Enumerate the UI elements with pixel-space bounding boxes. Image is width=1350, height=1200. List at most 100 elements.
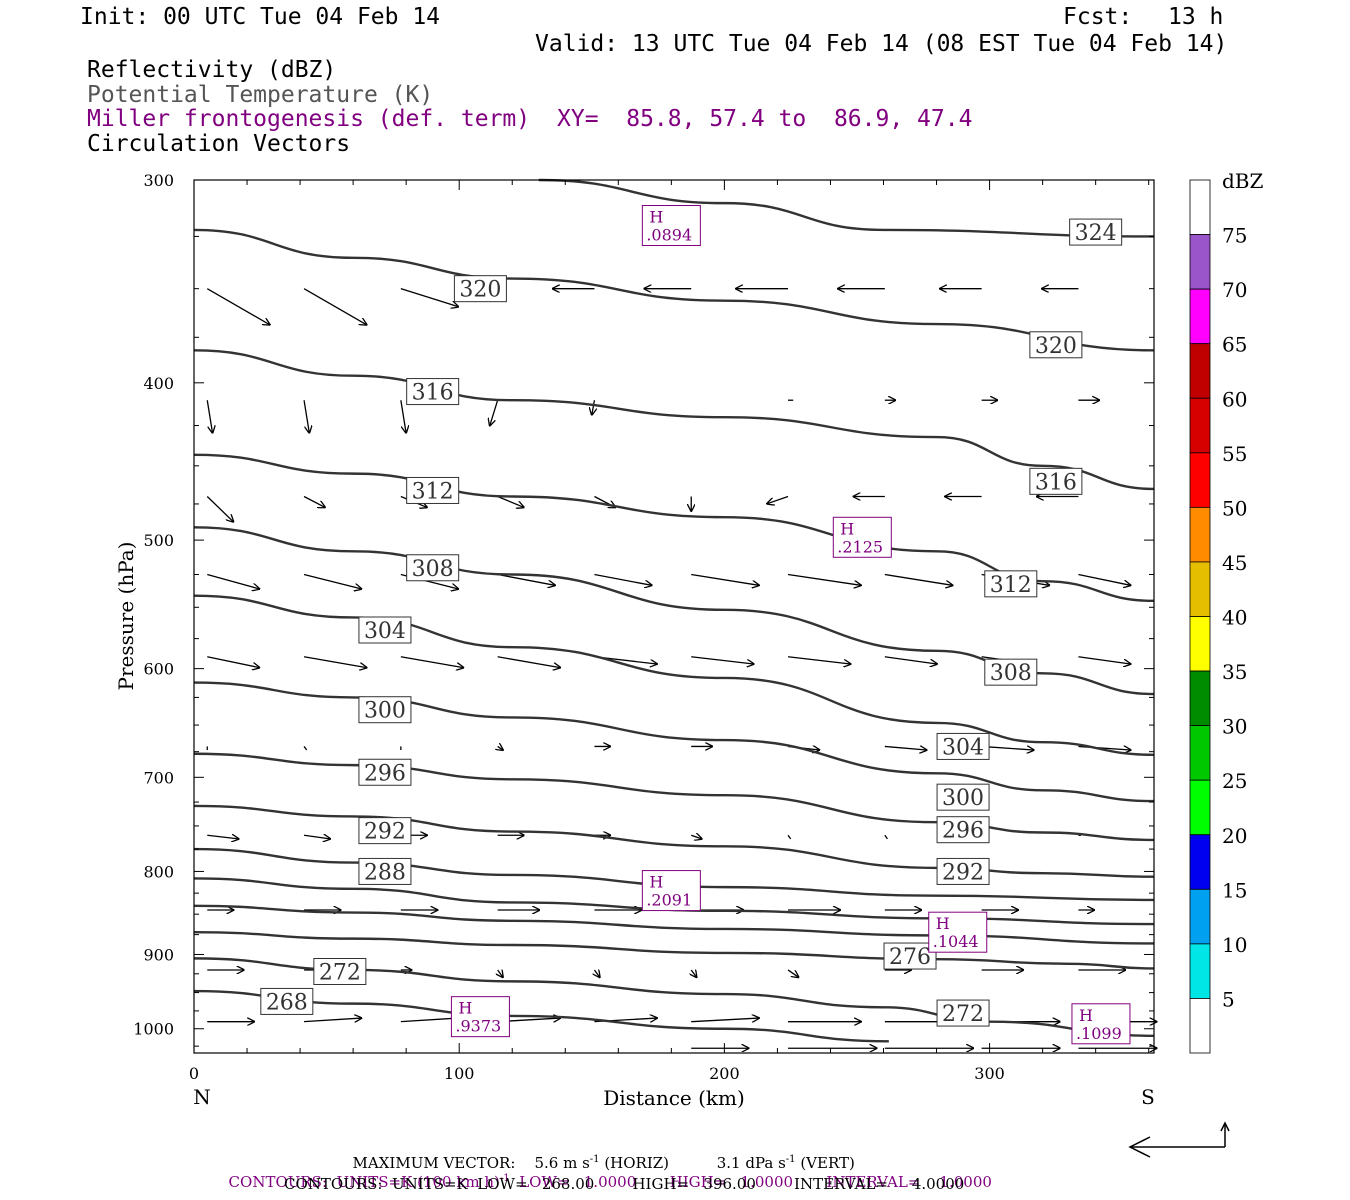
circulation-vector (303, 746, 308, 751)
circulation-vector (207, 573, 259, 589)
theta-contour-label: 304 (942, 735, 984, 760)
theta-contour-label: 316 (412, 381, 454, 406)
x-tick-label: 300 (974, 1064, 1005, 1083)
colorbar-label: 5 (1222, 987, 1235, 1011)
theta-contour-label-box (358, 616, 412, 644)
theta-contour-label-box (936, 999, 990, 1027)
colorbar-label: 65 (1222, 333, 1247, 357)
circulation-vector (303, 835, 330, 839)
y-tick-label: 800 (143, 862, 174, 881)
circulation-vector (691, 970, 696, 977)
theta-contour-line (193, 228, 1155, 352)
circulation-vector (303, 656, 366, 668)
theta-contour-label: 320 (1035, 334, 1077, 359)
colorbar-label: 25 (1222, 769, 1247, 793)
circulation-vector (497, 573, 555, 586)
frontogenesis-max-value: .9373 (455, 1017, 501, 1036)
theta-contour-label-box (1069, 218, 1123, 246)
field-frontogenesis: Miller frontogenesis (def. term) (87, 106, 531, 132)
theta-contour-label: 308 (990, 661, 1032, 686)
frontogenesis-max-marker: H (649, 207, 663, 226)
circulation-vector (497, 495, 524, 507)
circulation-vector (400, 656, 463, 668)
circulation-vector (787, 834, 792, 840)
x-tick-label: 100 (444, 1064, 475, 1083)
axis-ticks: 300 400 500 600 700 800 900 1000 0 100 200 300 (133, 171, 1154, 1083)
circulation-vector (691, 573, 759, 586)
theta-contour-label: 292 (942, 860, 984, 885)
theta-contour-line (538, 178, 1155, 238)
circulation-vector (787, 573, 861, 586)
frontogenesis-max-value: .2091 (646, 891, 692, 910)
field-circulation-vectors: Circulation Vectors (87, 131, 351, 157)
circulation-vector (498, 970, 503, 977)
theta-contour-label: 312 (412, 479, 454, 504)
circulation-vector (594, 573, 651, 586)
colorbar-label: 10 (1222, 933, 1247, 957)
theta-contour-label-box (358, 817, 412, 845)
frontogenesis-max-marker: H (936, 914, 950, 933)
x-tick-label: 0 (189, 1064, 199, 1083)
theta-contour-label-box (453, 275, 507, 303)
theta-contour-label: 300 (364, 699, 406, 724)
x-axis-label: Distance (km) (603, 1086, 745, 1110)
colorbar-label: 75 (1222, 224, 1247, 248)
theta-contour-label: 276 (889, 945, 931, 970)
colorbar-segment (1189, 943, 1211, 999)
circulation-vector (592, 400, 595, 414)
circulation-vector (207, 835, 238, 839)
theta-contour-label-box (936, 857, 990, 885)
x-tick-label: 200 (709, 1064, 740, 1083)
theta-contour-line (193, 349, 1155, 491)
colorbar-label: 50 (1222, 496, 1247, 520)
colorbar-title: dBZ (1222, 169, 1264, 193)
colorbar-segment (1189, 343, 1211, 399)
field-reflectivity: Reflectivity (dBZ) (87, 57, 337, 83)
colorbar-segment (1189, 998, 1211, 1054)
colorbar-label: 70 (1222, 278, 1247, 302)
theta-contour-label-box (406, 554, 460, 582)
colorbar-segment (1189, 616, 1211, 672)
theta-contour-label-box (984, 570, 1038, 598)
forecast-hour: 13 h (1168, 4, 1224, 30)
field-potential-temperature: Potential Temperature (K) (87, 82, 434, 108)
frontogenesis-max-box (928, 911, 988, 953)
circulation-vector (400, 288, 458, 307)
theta-contour-label: 296 (364, 761, 406, 786)
theta-contour-label-box (936, 732, 990, 760)
x-endpoint-north: N (193, 1085, 211, 1109)
theta-contour-label: 300 (942, 786, 984, 811)
theta-contour-label: 320 (459, 278, 501, 303)
circulation-vector (884, 573, 953, 586)
theta-contour-label-box (984, 658, 1038, 686)
theta-contour-label-box (358, 696, 412, 724)
theta-contour-label-box (260, 987, 314, 1015)
circulation-vector (691, 1018, 759, 1022)
colorbar-label: 45 (1222, 551, 1247, 575)
theta-contour-label-box (883, 942, 937, 970)
colorbar-label: 55 (1222, 442, 1247, 466)
circulation-vector (303, 573, 361, 589)
frontogenesis-max-marker: H (649, 873, 663, 892)
circulation-vector (884, 656, 937, 664)
theta-contour-label: 316 (1035, 470, 1077, 495)
circulation-vector (787, 656, 850, 664)
colorbar-segment (1189, 670, 1211, 727)
y-tick-label: 300 (143, 171, 174, 190)
theta-contour-label: 272 (942, 1002, 984, 1027)
colorbar-segment (1189, 288, 1211, 345)
theta-contour-label-box (313, 957, 367, 985)
frontogenesis-max-marker: H (840, 519, 854, 538)
colorbar-label: 40 (1222, 606, 1247, 630)
theta-contour-label: 312 (990, 573, 1032, 598)
circulation-vector (1078, 656, 1130, 664)
colorbar-segment (1189, 179, 1211, 235)
y-tick-label: 900 (143, 945, 174, 964)
x-endpoint-south: S (1141, 1085, 1155, 1109)
theta-contour-line (193, 752, 1155, 842)
theta-contour-label-box (936, 816, 990, 844)
y-tick-label: 400 (143, 374, 174, 393)
theta-contour-label-box (936, 783, 990, 811)
